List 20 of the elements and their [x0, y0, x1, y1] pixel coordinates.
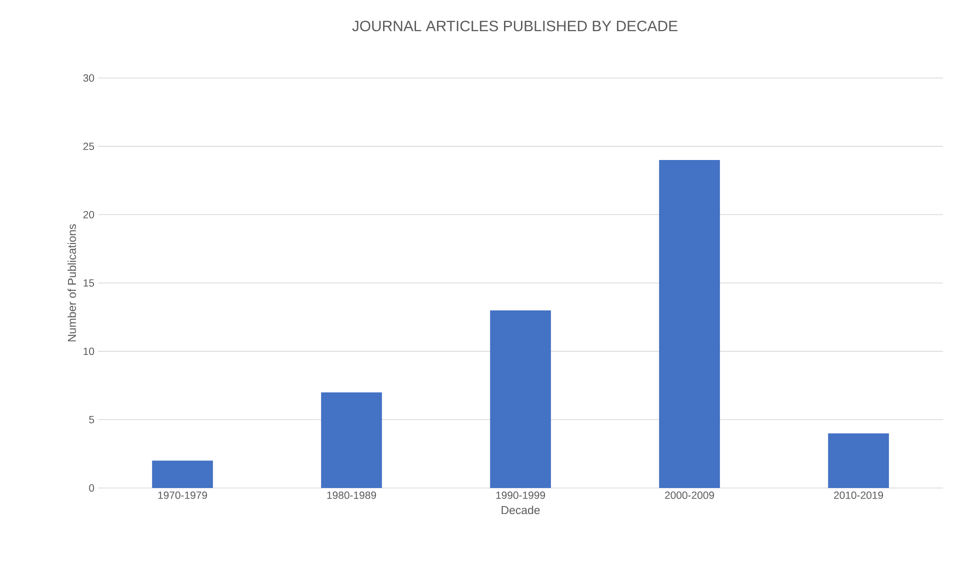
x-axis-title: Decade: [502, 506, 540, 514]
y-tick-label: 5: [89, 416, 94, 424]
bar: [828, 433, 889, 488]
bar: [321, 392, 382, 488]
bar: [152, 460, 213, 488]
x-tick-label: 1980-1989: [327, 492, 376, 499]
bar: [490, 310, 551, 488]
y-tick-label: 10: [84, 348, 94, 356]
x-tick-label: 1970-1979: [158, 492, 208, 499]
y-tick-label: 20: [83, 210, 94, 218]
y-axis-title: Number of Publications: [68, 224, 76, 342]
x-tick-label: 2000-2009: [665, 492, 714, 499]
x-tick-label: 1990-1999: [496, 492, 546, 499]
y-tick-label: 0: [89, 484, 94, 492]
y-tick-label: 30: [83, 74, 94, 82]
y-tick-label: 25: [83, 142, 94, 150]
chart-title: JOURNAL ARTICLES PUBLISHED BY DECADE: [352, 20, 678, 32]
x-tick-label: 2010-2019: [834, 492, 884, 499]
y-tick-label: 15: [84, 279, 94, 287]
bar: [659, 160, 720, 488]
